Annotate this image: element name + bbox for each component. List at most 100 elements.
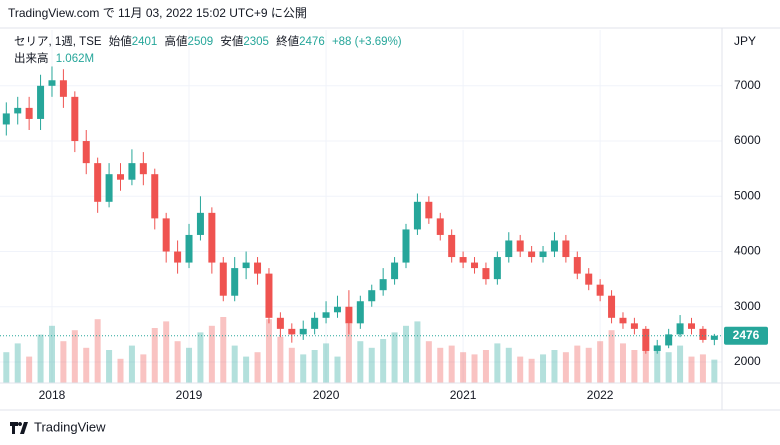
y-tick-label: 6000 [734,133,761,147]
candle-body [71,96,79,142]
volume-bar [631,350,638,383]
candle-body [37,85,45,119]
candle-body [539,251,547,258]
candle-body [516,240,524,252]
volume-bar [494,343,501,383]
volume-bar [265,319,272,383]
candle-body [139,163,147,175]
volume-bar [540,354,547,383]
y-tick-label: 2000 [734,354,761,368]
volume-bar [71,330,78,383]
volume-bar [14,343,21,383]
candle-body [117,174,124,180]
candle-body [345,306,353,324]
volume-bar [106,350,113,383]
volume-bar [94,319,101,383]
candle-body [573,257,581,274]
low-value: 2305 [243,36,269,48]
volume-bar [220,317,227,383]
candle-body [231,268,239,296]
volume-bar [699,354,706,383]
volume-bar [562,352,569,383]
volume-bar [414,321,421,383]
candle-body [642,328,650,351]
volume-value: 1.062M [56,53,94,65]
volume-bar [471,354,478,383]
volume-bar [300,354,307,383]
open-label: 始値 [109,34,132,48]
volume-bar [368,347,375,383]
volume-bar [380,339,387,383]
logo-text: TradingView [34,419,106,434]
volume-bar [448,345,455,383]
candle-body [219,262,227,296]
x-tick-label: 2018 [39,388,66,402]
candle-body [665,334,673,346]
volume-bar [197,332,204,383]
candle-body [596,284,604,296]
candle-body [242,262,250,269]
volume-bar [186,347,193,383]
volume-bar [311,350,318,383]
volume-bar [60,341,67,383]
candle-body [174,251,182,263]
volume-bar [551,350,558,383]
candle-body [379,279,387,291]
volume-bar [37,334,44,383]
volume-bar [585,347,592,383]
candle-body [128,163,136,180]
candle-body [288,328,296,335]
volume-bar [711,359,718,383]
high-value: 2509 [188,36,214,48]
candle-body [2,113,10,125]
volume-bar [391,332,398,383]
candle-body [619,317,627,324]
x-tick-label: 2019 [176,388,203,402]
candle-body [311,317,319,329]
candle-body [254,262,262,274]
volume-bar [117,358,124,383]
volume-bar [277,336,284,383]
volume-bar [345,323,352,383]
candle-body [653,345,661,351]
close-label: 終値 [276,34,299,48]
candle-body [196,212,204,235]
volume-bar [48,325,55,383]
candle-body [448,234,456,258]
volume-legend: 出来高 1.062M [14,51,94,65]
candle-body [585,273,593,285]
candle-body [676,323,684,335]
volume-bar [26,356,33,383]
price-tag-label: 2476 [733,328,760,342]
volume-bar [174,341,181,383]
candle-body [688,323,695,329]
volume-bar [140,354,147,383]
x-tick-label: 2022 [587,388,614,402]
candle-body [265,273,273,318]
candle-body [413,201,421,230]
candle-body [459,257,467,263]
candle-body [162,218,170,252]
candle-body [185,234,193,263]
volume-bar [642,339,649,383]
volume-bar [323,343,330,383]
volume-bar [357,341,364,383]
volume-bar [231,345,238,383]
volume-bar [619,343,626,383]
candle-body [25,107,33,119]
y-tick-label: 7000 [734,78,761,92]
candle-body [48,80,56,86]
volume-bar [128,345,135,383]
candle-body [368,290,376,302]
logo [10,422,28,434]
low-label: 安値 [220,34,243,48]
volume-bar [665,352,672,383]
x-tick-label: 2021 [450,388,477,402]
volume-bar [403,325,409,383]
volume-bar [505,347,512,383]
candle-body [550,240,558,252]
x-tick-label: 2020 [313,388,340,402]
candle-body [333,306,341,313]
